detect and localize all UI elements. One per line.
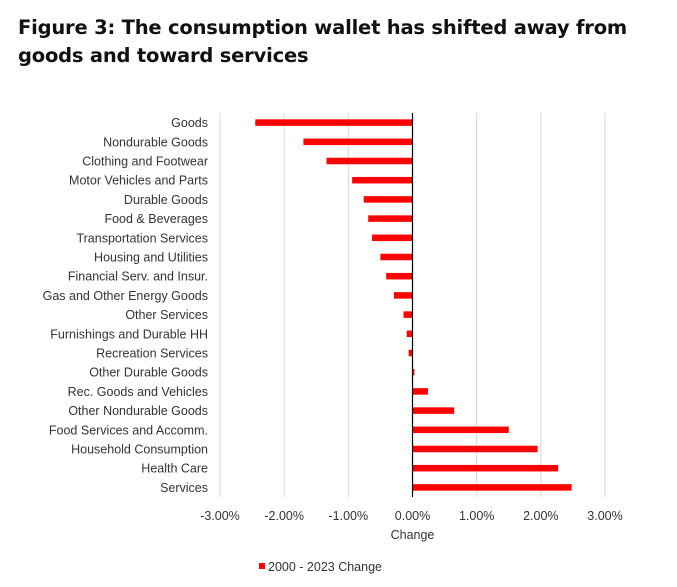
- category-label: Rec. Goods and Vehicles: [68, 385, 208, 399]
- category-label: Nondurable Goods: [103, 135, 208, 149]
- bar: [372, 234, 413, 242]
- x-tick-label: -3.00%: [200, 509, 240, 523]
- bar: [255, 119, 413, 126]
- bar: [412, 484, 572, 491]
- bar: [303, 138, 413, 146]
- x-tick-label: 2.00%: [523, 509, 558, 523]
- category-label: Durable Goods: [124, 193, 208, 207]
- category-label: Household Consumption: [71, 443, 208, 457]
- bar: [352, 176, 413, 184]
- bar: [363, 196, 413, 203]
- bar: [412, 368, 415, 376]
- bar: [380, 253, 413, 261]
- gridlines: [219, 113, 606, 497]
- category-label: Motor Vehicles and Parts: [69, 174, 208, 188]
- category-label: Health Care: [141, 462, 208, 476]
- x-tick-label: -1.00%: [329, 509, 369, 523]
- category-label: Furnishings and Durable HH: [50, 327, 208, 341]
- bar: [326, 157, 413, 165]
- x-tick-labels: -3.00% -2.00% -1.00% 0.00% 1.00% 2.00% 3.00%: [200, 509, 623, 523]
- category-label: Food Services and Accomm.: [49, 423, 208, 437]
- category-label: Gas and Other Energy Goods: [43, 289, 208, 303]
- legend-swatch: [259, 563, 265, 569]
- category-labels: Goods Nondurable Goods Clothing and Footwe…: [43, 116, 208, 495]
- category-label: Other Services: [125, 308, 208, 322]
- category-label: Other Nondurable Goods: [68, 404, 208, 418]
- x-axis-label: Change: [391, 528, 435, 542]
- bar: [403, 311, 413, 318]
- bar: [406, 330, 413, 338]
- bar: [412, 426, 509, 434]
- category-label: Food & Beverages: [104, 212, 208, 226]
- bar: [412, 388, 428, 395]
- chart-title: Figure 3: The consumption wallet has shi…: [18, 16, 628, 67]
- category-label: Transportation Services: [76, 231, 208, 245]
- bar: [386, 272, 413, 280]
- bars: [255, 119, 572, 491]
- category-label: Financial Serv. and Insur.: [68, 270, 208, 284]
- bar: [393, 292, 413, 299]
- bar: [408, 349, 413, 357]
- bar: [412, 407, 455, 414]
- bar: [412, 445, 538, 453]
- category-label: Recreation Services: [96, 347, 208, 361]
- legend: 2000 - 2023 Change: [259, 560, 382, 574]
- legend-label: 2000 - 2023 Change: [268, 560, 382, 574]
- category-label: Services: [160, 481, 208, 495]
- category-label: Goods: [171, 116, 208, 130]
- category-label: Housing and Utilities: [94, 251, 208, 265]
- bar: [412, 464, 559, 472]
- category-label: Clothing and Footwear: [82, 155, 208, 169]
- category-label: Other Durable Goods: [89, 366, 208, 380]
- x-tick-label: -2.00%: [264, 509, 304, 523]
- x-tick-label: 3.00%: [587, 509, 622, 523]
- x-tick-label: 1.00%: [459, 509, 494, 523]
- x-tick-label: 0.00%: [395, 509, 430, 523]
- bar: [368, 215, 413, 222]
